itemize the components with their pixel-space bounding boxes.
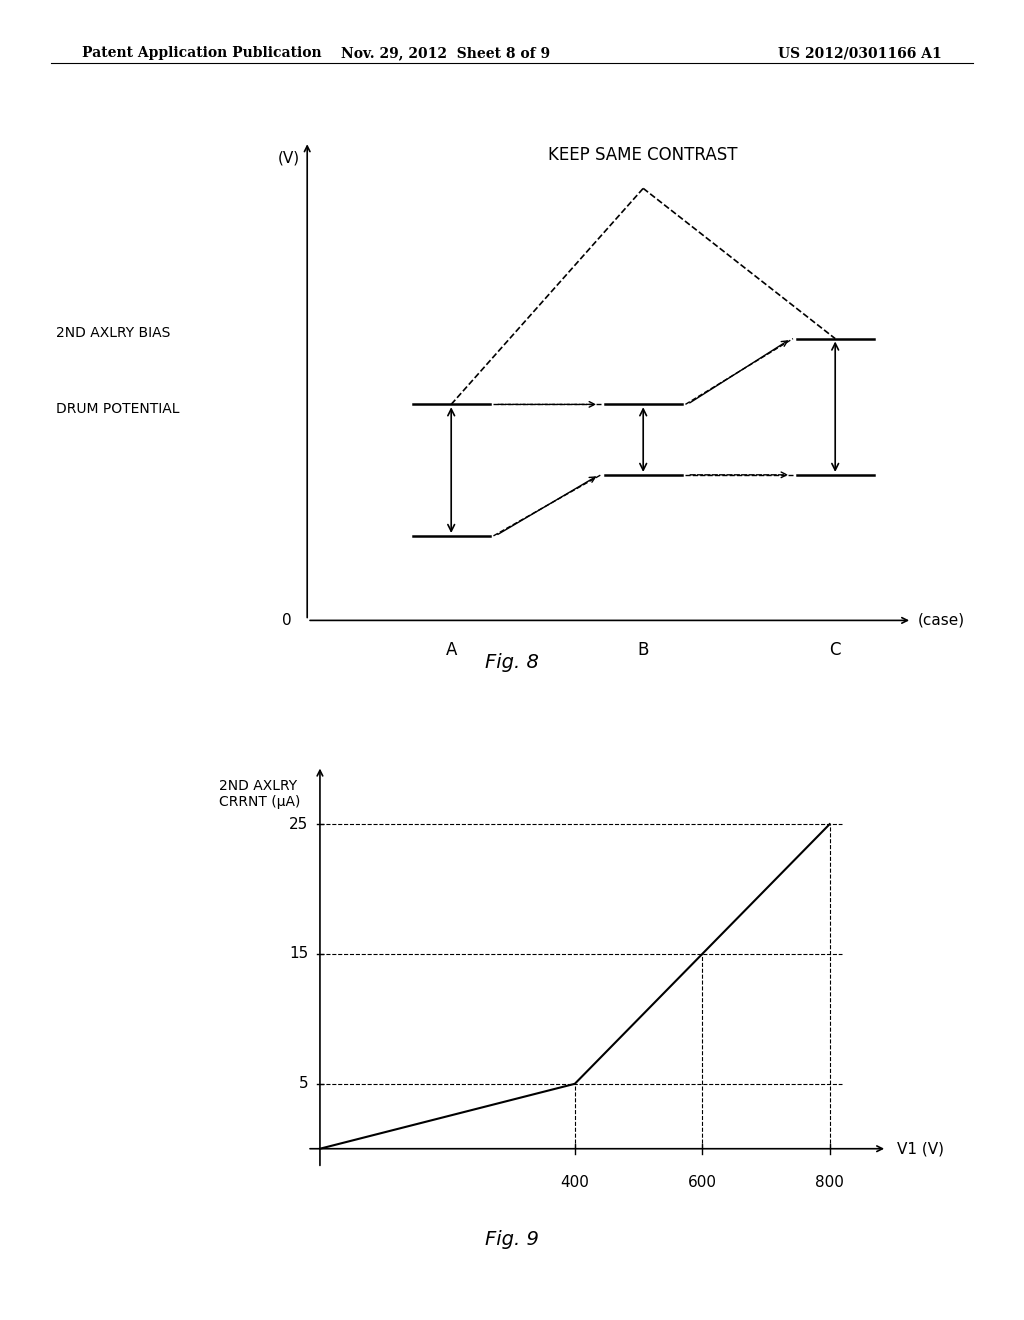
Text: 5: 5 <box>299 1076 308 1092</box>
Text: 600: 600 <box>688 1175 717 1189</box>
Text: 2ND AXLRY
CRRNT (μA): 2ND AXLRY CRRNT (μA) <box>219 779 301 809</box>
Text: C: C <box>829 642 841 659</box>
Text: 400: 400 <box>560 1175 589 1189</box>
Text: 800: 800 <box>815 1175 844 1189</box>
Text: Nov. 29, 2012  Sheet 8 of 9: Nov. 29, 2012 Sheet 8 of 9 <box>341 46 550 61</box>
Text: 25: 25 <box>289 817 308 832</box>
Text: V1 (V): V1 (V) <box>897 1142 943 1156</box>
Text: 15: 15 <box>289 946 308 961</box>
Text: Fig. 8: Fig. 8 <box>485 653 539 672</box>
Text: DRUM POTENTIAL: DRUM POTENTIAL <box>56 403 180 416</box>
Text: (V): (V) <box>278 150 299 166</box>
Text: 0: 0 <box>283 612 292 628</box>
Text: Fig. 9: Fig. 9 <box>485 1230 539 1249</box>
Text: B: B <box>638 642 649 659</box>
Text: A: A <box>445 642 457 659</box>
Text: 2ND AXLRY BIAS: 2ND AXLRY BIAS <box>56 326 171 339</box>
Text: Patent Application Publication: Patent Application Publication <box>82 46 322 61</box>
Text: (case): (case) <box>918 612 965 628</box>
Text: US 2012/0301166 A1: US 2012/0301166 A1 <box>778 46 942 61</box>
Text: KEEP SAME CONTRAST: KEEP SAME CONTRAST <box>549 147 738 164</box>
